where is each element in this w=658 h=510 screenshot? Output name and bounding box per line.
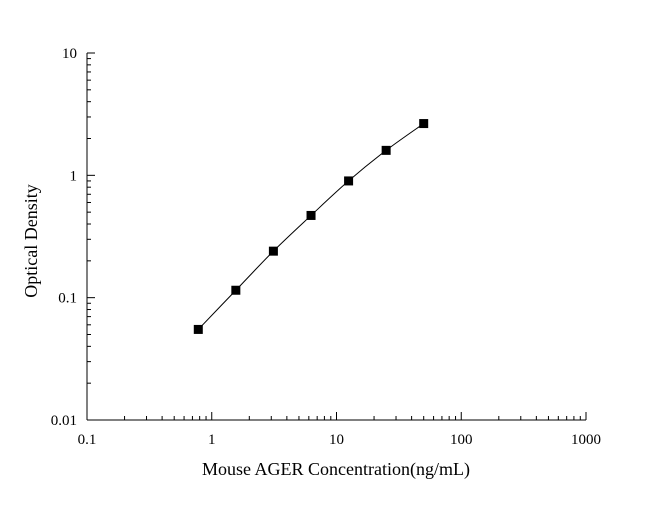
y-tick-label: 0.1 <box>58 291 77 307</box>
x-tick-label: 10 <box>329 432 344 448</box>
y-axis-label: Optical Density <box>21 184 41 297</box>
y-tick-label: 10 <box>62 46 77 62</box>
x-tick-label: 100 <box>450 432 473 448</box>
data-point <box>268 246 278 256</box>
data-points-layer <box>193 119 429 334</box>
y-tick-label: 0.01 <box>51 413 77 429</box>
x-axis-label: Mouse AGER Concentration(ng/mL) <box>202 459 470 480</box>
y-tick-label: 1 <box>70 168 78 184</box>
data-point <box>419 119 429 129</box>
data-point <box>231 285 241 295</box>
data-point <box>381 145 391 155</box>
x-tick-label: 1 <box>208 432 216 448</box>
data-point <box>344 176 354 186</box>
x-tick-label: 1000 <box>571 432 601 448</box>
data-point <box>306 210 316 220</box>
data-point <box>193 324 203 334</box>
x-tick-label: 0.1 <box>78 432 97 448</box>
